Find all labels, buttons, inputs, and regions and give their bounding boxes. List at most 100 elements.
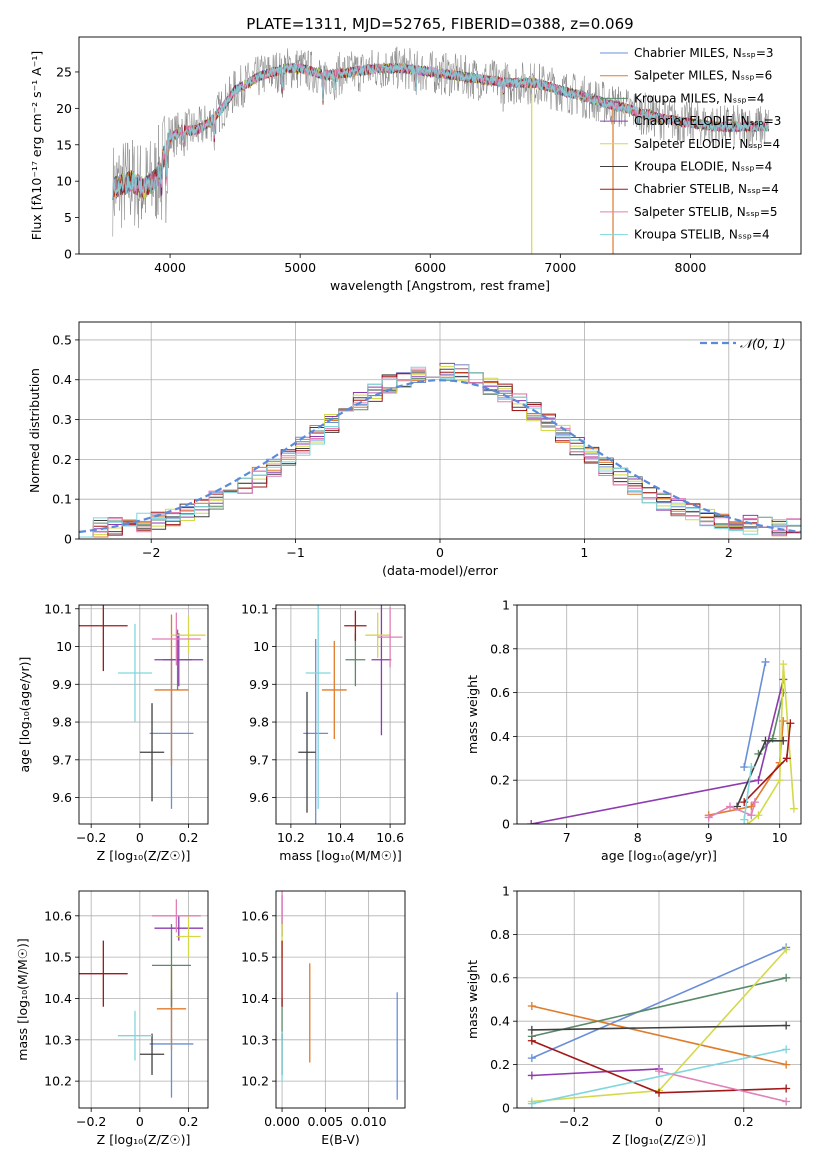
data-point bbox=[152, 899, 201, 933]
x-tick-label: 0.2 bbox=[179, 1114, 199, 1129]
x-tick-label: 6000 bbox=[414, 260, 446, 275]
data-point bbox=[345, 633, 366, 687]
weight-marker bbox=[782, 973, 791, 982]
y-tick-label: 1 bbox=[502, 598, 510, 613]
weight-marker bbox=[761, 736, 770, 745]
legend-entry: Salpeter MILES, Nₛₛₚ=6 bbox=[634, 69, 772, 83]
data-point bbox=[139, 703, 165, 802]
data-point bbox=[321, 640, 347, 740]
weight-marker bbox=[782, 1021, 791, 1030]
x-axis-label: Z [log₁₀(Z/Z☉)] bbox=[612, 1132, 706, 1147]
legend-entry: Chabrier ELODIE, Nₛₛₚ=3 bbox=[634, 114, 781, 128]
weight-series-line bbox=[708, 801, 756, 819]
x-tick-label: 0 bbox=[136, 830, 144, 845]
histogram-series bbox=[79, 364, 801, 538]
data-point bbox=[176, 915, 201, 958]
plot-area bbox=[79, 605, 208, 824]
weight-marker bbox=[786, 719, 795, 728]
y-tick-label: 10.4 bbox=[44, 991, 72, 1006]
x-axis-label: Z [log₁₀(Z/Z☉)] bbox=[97, 848, 191, 863]
y-tick-label: 0.3 bbox=[52, 412, 72, 427]
y-tick-label: 0.2 bbox=[490, 773, 510, 788]
axes-frame bbox=[275, 604, 406, 825]
legend-entry: Salpeter STELIB, Nₛₛₚ=5 bbox=[634, 205, 778, 219]
plot-area bbox=[276, 891, 405, 1108]
x-tick-label: 0.2 bbox=[734, 1114, 754, 1129]
y-tick-label: 9.8 bbox=[249, 715, 269, 730]
x-tick-label: 10 bbox=[772, 830, 788, 845]
weight-marker bbox=[782, 1084, 791, 1093]
y-tick-label: 10 bbox=[253, 639, 269, 654]
chart-weight_vs_Z: −0.2 0 0.2 0 0.2 0.4 0.6 0.8 1 Z [log₁₀(Z/Z☉)] mas… bbox=[465, 884, 802, 1147]
weight-marker bbox=[527, 1002, 536, 1011]
data-point bbox=[171, 616, 206, 655]
x-tick-label: 0 bbox=[436, 545, 444, 560]
y-tick-label: 0.6 bbox=[490, 970, 510, 985]
x-tick-label: 10.6 bbox=[376, 830, 404, 845]
weight-series-line bbox=[743, 766, 753, 820]
weight-marker bbox=[779, 660, 788, 669]
x-tick-label: −0.2 bbox=[76, 830, 106, 845]
y-tick-label: 10.5 bbox=[241, 950, 269, 965]
weight-marker bbox=[747, 811, 756, 820]
weight-marker bbox=[527, 1025, 536, 1034]
weight-marker bbox=[761, 657, 770, 666]
x-axis-label: (data-model)/error bbox=[382, 563, 499, 578]
y-tick-label: 0 bbox=[64, 247, 72, 262]
y-tick-label: 10.2 bbox=[44, 1074, 72, 1089]
y-tick-label: 9.6 bbox=[249, 790, 269, 805]
legend-entry: 𝒩(0, 1) bbox=[740, 336, 786, 351]
x-tick-label: −0.2 bbox=[76, 1114, 106, 1129]
weight-marker bbox=[754, 776, 763, 785]
chart-weight_vs_age: 7 8 9 10 0 0.2 0.4 0.6 0.8 1 age [log₁₀(age/yr)] ma… bbox=[465, 598, 802, 863]
y-axis-label: age [log₁₀(age/yr)] bbox=[17, 657, 32, 773]
weight-marker bbox=[655, 1067, 663, 1076]
y-axis-label: mass [log₁₀(M/M☉)] bbox=[15, 938, 30, 1060]
data-point bbox=[365, 612, 391, 658]
data-point bbox=[79, 940, 128, 1007]
x-tick-label: 9 bbox=[705, 830, 713, 845]
legend: Chabrier MILES, Nₛₛₚ=3 Salpeter MILES, Nₛ… bbox=[600, 46, 781, 242]
x-axis-label: age [log₁₀(age/yr)] bbox=[601, 848, 717, 863]
x-tick-label: 0.2 bbox=[179, 830, 199, 845]
weight-marker bbox=[527, 1054, 536, 1063]
chart-mass_vs_Z: −0.2 0 0.2 10.2 10.3 10.4 10.5 10.6 Z [log₁₀(Z/Z… bbox=[15, 890, 209, 1147]
data-point bbox=[154, 633, 204, 687]
weight-marker bbox=[740, 763, 749, 772]
y-tick-label: 0.1 bbox=[52, 492, 72, 507]
y-tick-label: 10.2 bbox=[241, 1074, 269, 1089]
weight-marker bbox=[779, 736, 788, 745]
data-point bbox=[139, 1033, 165, 1075]
y-tick-label: 10.3 bbox=[241, 1032, 269, 1047]
y-tick-label: 9.8 bbox=[52, 715, 72, 730]
weight-series-line bbox=[531, 1024, 787, 1031]
x-tick-label: 5000 bbox=[284, 260, 316, 275]
y-tick-label: 9.9 bbox=[52, 677, 72, 692]
weight-marker bbox=[782, 945, 791, 954]
y-axis-label: Flux [fλ10⁻¹⁷ erg cm⁻² s⁻¹ A⁻¹] bbox=[29, 51, 44, 240]
chart-mass_vs_EBV: 0.000 0.005 0.010 10.2 10.3 10.4 10.5 10.6 E(B-V… bbox=[241, 890, 406, 1147]
y-tick-label: 9.7 bbox=[249, 752, 269, 767]
plot-area bbox=[276, 605, 405, 824]
y-tick-label: 0.6 bbox=[490, 685, 510, 700]
y-tick-label: 10 bbox=[56, 639, 72, 654]
y-tick-label: 0.2 bbox=[52, 452, 72, 467]
weight-marker bbox=[527, 820, 536, 824]
chart-residuals: −2 −1 0 1 2 0 0.1 0.2 0.3 0.4 0.5 (data-model)/erro… bbox=[27, 321, 802, 578]
weight-marker bbox=[527, 1071, 536, 1080]
model-spectrum-line bbox=[112, 63, 769, 200]
axes-frame bbox=[516, 890, 802, 1109]
data-point bbox=[79, 605, 128, 672]
weight-marker bbox=[527, 1036, 536, 1045]
chart-title: PLATE=1311, MJD=52765, FIBERID=0388, z=0… bbox=[246, 15, 633, 33]
legend: 𝒩(0, 1) bbox=[700, 336, 786, 351]
normal-reference-curve bbox=[79, 379, 801, 534]
data-point bbox=[377, 606, 403, 668]
x-tick-label: 0 bbox=[136, 1114, 144, 1129]
legend-entry: Kroupa STELIB, Nₛₛₚ=4 bbox=[634, 228, 770, 242]
legend-entry: Salpeter ELODIE, Nₛₛₚ=4 bbox=[634, 137, 780, 151]
y-tick-label: 0 bbox=[502, 817, 510, 832]
x-tick-label: 10.2 bbox=[277, 830, 305, 845]
x-tick-label: 10.4 bbox=[327, 830, 355, 845]
chart-spectrum: 4000 5000 6000 7000 8000 0 5 10 15 20 25 wavelength… bbox=[29, 15, 802, 293]
